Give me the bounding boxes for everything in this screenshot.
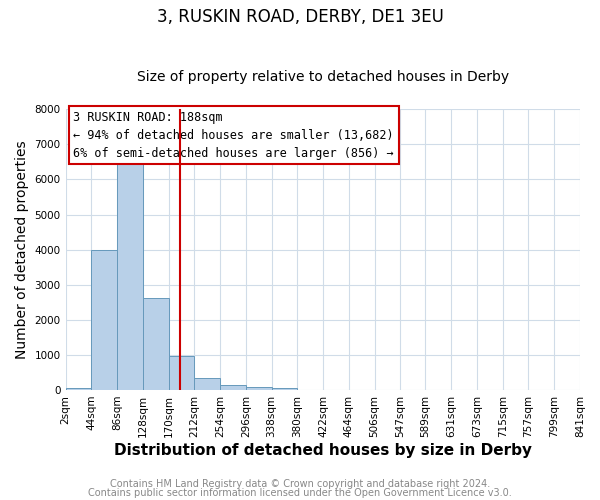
Bar [194, 378, 220, 390]
Bar [246, 387, 272, 390]
Bar [169, 356, 194, 390]
Text: 3, RUSKIN ROAD, DERBY, DE1 3EU: 3, RUSKIN ROAD, DERBY, DE1 3EU [157, 8, 443, 26]
Title: Size of property relative to detached houses in Derby: Size of property relative to detached ho… [137, 70, 509, 85]
Text: Contains HM Land Registry data © Crown copyright and database right 2024.: Contains HM Land Registry data © Crown c… [110, 479, 490, 489]
Text: Contains public sector information licensed under the Open Government Licence v3: Contains public sector information licen… [88, 488, 512, 498]
Y-axis label: Number of detached properties: Number of detached properties [15, 140, 29, 359]
Bar [272, 388, 298, 390]
Bar [65, 388, 91, 390]
Bar [117, 158, 143, 390]
Bar [91, 250, 117, 390]
X-axis label: Distribution of detached houses by size in Derby: Distribution of detached houses by size … [114, 442, 532, 458]
Bar [143, 298, 169, 390]
Bar [220, 386, 246, 390]
Text: 3 RUSKIN ROAD: 188sqm
← 94% of detached houses are smaller (13,682)
6% of semi-d: 3 RUSKIN ROAD: 188sqm ← 94% of detached … [73, 110, 394, 160]
